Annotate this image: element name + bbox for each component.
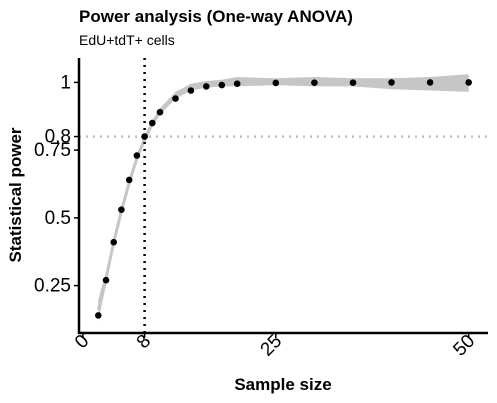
smooth-fit-line xyxy=(96,80,469,311)
data-point-n30 xyxy=(311,79,318,86)
x-tick-label-25: 25 xyxy=(257,331,287,361)
data-point-n3 xyxy=(102,276,110,284)
smooth-confidence-band xyxy=(98,74,469,321)
x-axis-title: Sample size xyxy=(234,375,331,394)
y-tick-label-1: 1 xyxy=(60,72,71,93)
y-tick-label-0-25: 0.25 xyxy=(34,276,71,297)
data-point-n20 xyxy=(233,80,241,87)
data-point-n45 xyxy=(426,79,434,86)
data-point-n6 xyxy=(125,176,133,184)
y-tick-label-0-5: 0.5 xyxy=(45,208,71,229)
data-point-n16 xyxy=(203,83,210,90)
x-tick-label-50: 50 xyxy=(449,331,479,361)
y-tick-label-0-75: 0.75 xyxy=(34,140,71,161)
data-point-n14 xyxy=(187,87,195,94)
chart-title: Power analysis (One-way ANOVA) xyxy=(79,7,353,26)
data-point-n18 xyxy=(218,81,226,89)
data-point-n7 xyxy=(133,152,141,159)
data-point-n9 xyxy=(149,119,156,127)
data-point-n8 xyxy=(141,133,148,140)
data-point-n40 xyxy=(388,79,395,86)
y-axis-title: Statistical power xyxy=(6,127,25,262)
data-point-n2 xyxy=(95,312,102,319)
plot-area: 0.250.50.750.810 8 25 50 xyxy=(34,58,488,360)
chart-subtitle: EdU+tdT+ cells xyxy=(79,32,175,48)
data-point-n25 xyxy=(272,79,280,87)
y-tick-label-0-8: 0.8 xyxy=(45,127,71,148)
data-point-n4 xyxy=(110,238,117,246)
data-point-n35 xyxy=(349,79,357,86)
data-point-n12 xyxy=(172,95,179,102)
data-point-n10 xyxy=(156,108,164,116)
data-point-n50 xyxy=(465,79,473,86)
data-point-n5 xyxy=(118,206,125,213)
